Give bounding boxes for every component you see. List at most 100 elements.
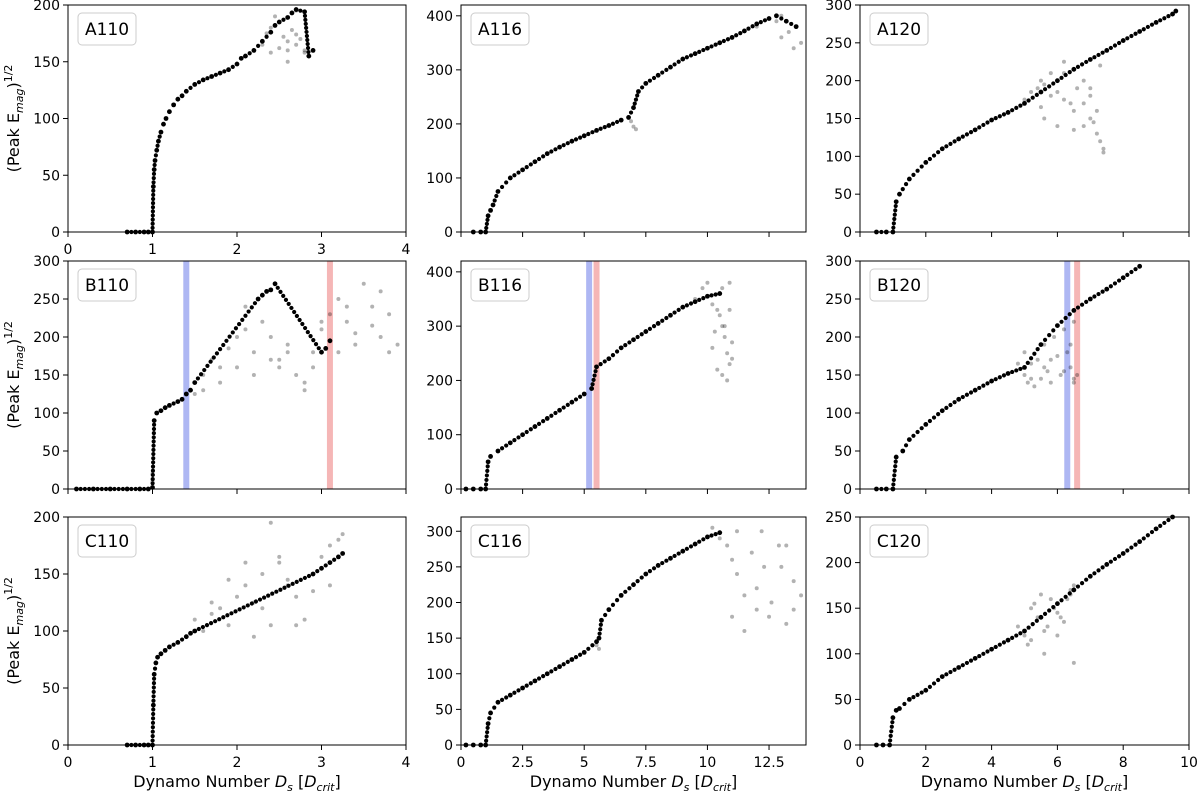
data-point	[151, 671, 157, 677]
scatter-point	[285, 59, 290, 64]
scatter-point	[1081, 124, 1086, 129]
panel-label: C110	[77, 524, 137, 558]
scatter-point	[1029, 361, 1034, 366]
data-point	[1059, 319, 1064, 324]
scatter-point	[725, 378, 730, 383]
y-tick-label: 50	[42, 168, 60, 184]
data-point	[952, 667, 957, 672]
data-point	[275, 285, 280, 290]
data-point	[488, 454, 493, 459]
data-point	[1096, 568, 1101, 573]
scatter-point	[336, 297, 341, 301]
data-point	[606, 123, 612, 128]
data-point	[581, 133, 587, 139]
data-point	[549, 413, 554, 418]
data-point	[150, 725, 155, 730]
x-tick-label: 1	[148, 755, 157, 771]
data-point	[1075, 64, 1081, 69]
data-point	[268, 287, 274, 293]
data-point	[1005, 110, 1011, 115]
data-point	[150, 464, 156, 469]
scatter-point	[730, 614, 735, 619]
data-point	[614, 598, 620, 603]
data-point	[305, 45, 311, 51]
scatter-point	[1058, 373, 1063, 377]
x-tick-label: 3	[317, 242, 326, 258]
panel-label-text: A120	[877, 20, 921, 40]
panel-label: C120	[869, 524, 929, 558]
data-point	[725, 37, 731, 42]
data-point	[1059, 598, 1064, 603]
scatter-point	[1094, 108, 1099, 113]
scatter-point	[277, 365, 282, 370]
scatter-point	[251, 350, 256, 355]
scatter-point	[344, 304, 349, 309]
data-point	[709, 44, 714, 49]
scatter-point	[285, 39, 290, 44]
scatter-point	[235, 594, 239, 599]
red-threshold-line	[326, 261, 333, 489]
scatter-point	[629, 119, 634, 124]
x-tick-label: 0	[457, 755, 466, 771]
data-point	[281, 17, 286, 22]
data-point	[1071, 66, 1077, 72]
scatter-point	[727, 362, 732, 367]
panel-label-box	[77, 268, 137, 302]
data-point	[664, 558, 669, 563]
y-tick-label: 250	[426, 560, 453, 576]
data-point	[151, 681, 157, 686]
data-point	[175, 96, 181, 102]
data-point	[1055, 323, 1060, 328]
scatter-point	[1071, 127, 1076, 132]
scatter-point	[594, 643, 599, 648]
data-point	[598, 622, 603, 627]
data-point	[565, 402, 570, 407]
data-point	[483, 482, 489, 487]
scatter-point	[1098, 139, 1103, 144]
data-point	[1166, 14, 1171, 19]
x-tick-label: 2	[233, 755, 242, 771]
scatter-point	[281, 34, 286, 39]
data-point	[1030, 622, 1035, 627]
data-point	[964, 132, 970, 137]
x-tick-label: 3	[317, 755, 326, 771]
scatter-point	[268, 623, 273, 628]
data-point	[651, 324, 657, 329]
data-point	[171, 102, 177, 108]
data-point	[200, 77, 206, 83]
scatter-point	[1088, 116, 1093, 121]
data-point	[1051, 604, 1056, 610]
data-point	[152, 158, 158, 163]
data-point	[557, 664, 562, 670]
data-point	[598, 126, 603, 131]
data-point	[209, 74, 215, 79]
data-point	[289, 10, 295, 16]
panel-label: C116	[470, 524, 530, 558]
data-point	[162, 405, 168, 411]
data-point	[240, 317, 245, 322]
data-point	[911, 172, 916, 177]
y-tick-label: 50	[834, 444, 852, 460]
scatter-point	[336, 350, 341, 355]
scatter-point	[1042, 629, 1047, 633]
data-point	[660, 318, 665, 323]
scatter-point	[1048, 380, 1053, 385]
data-point	[590, 382, 595, 387]
data-point	[1125, 548, 1130, 553]
panel-B120: 0 50 100 150 200 250 300 B120	[825, 254, 1190, 498]
data-point	[504, 443, 509, 448]
panel-A116: 0 100 200 300 400 A116	[426, 4, 807, 241]
panel-B116: 0 100 200 300 400 B116	[426, 260, 807, 498]
data-point	[590, 130, 595, 135]
data-point	[1112, 556, 1118, 562]
x-tick-label: 10	[1180, 755, 1198, 771]
data-point	[1149, 22, 1155, 27]
scatter-point	[302, 48, 307, 53]
scatter-point	[727, 307, 732, 312]
data-point	[892, 212, 897, 217]
data-point	[188, 630, 193, 636]
y-tick-label: 100	[426, 171, 453, 187]
data-point	[294, 579, 299, 584]
data-point	[993, 116, 998, 121]
